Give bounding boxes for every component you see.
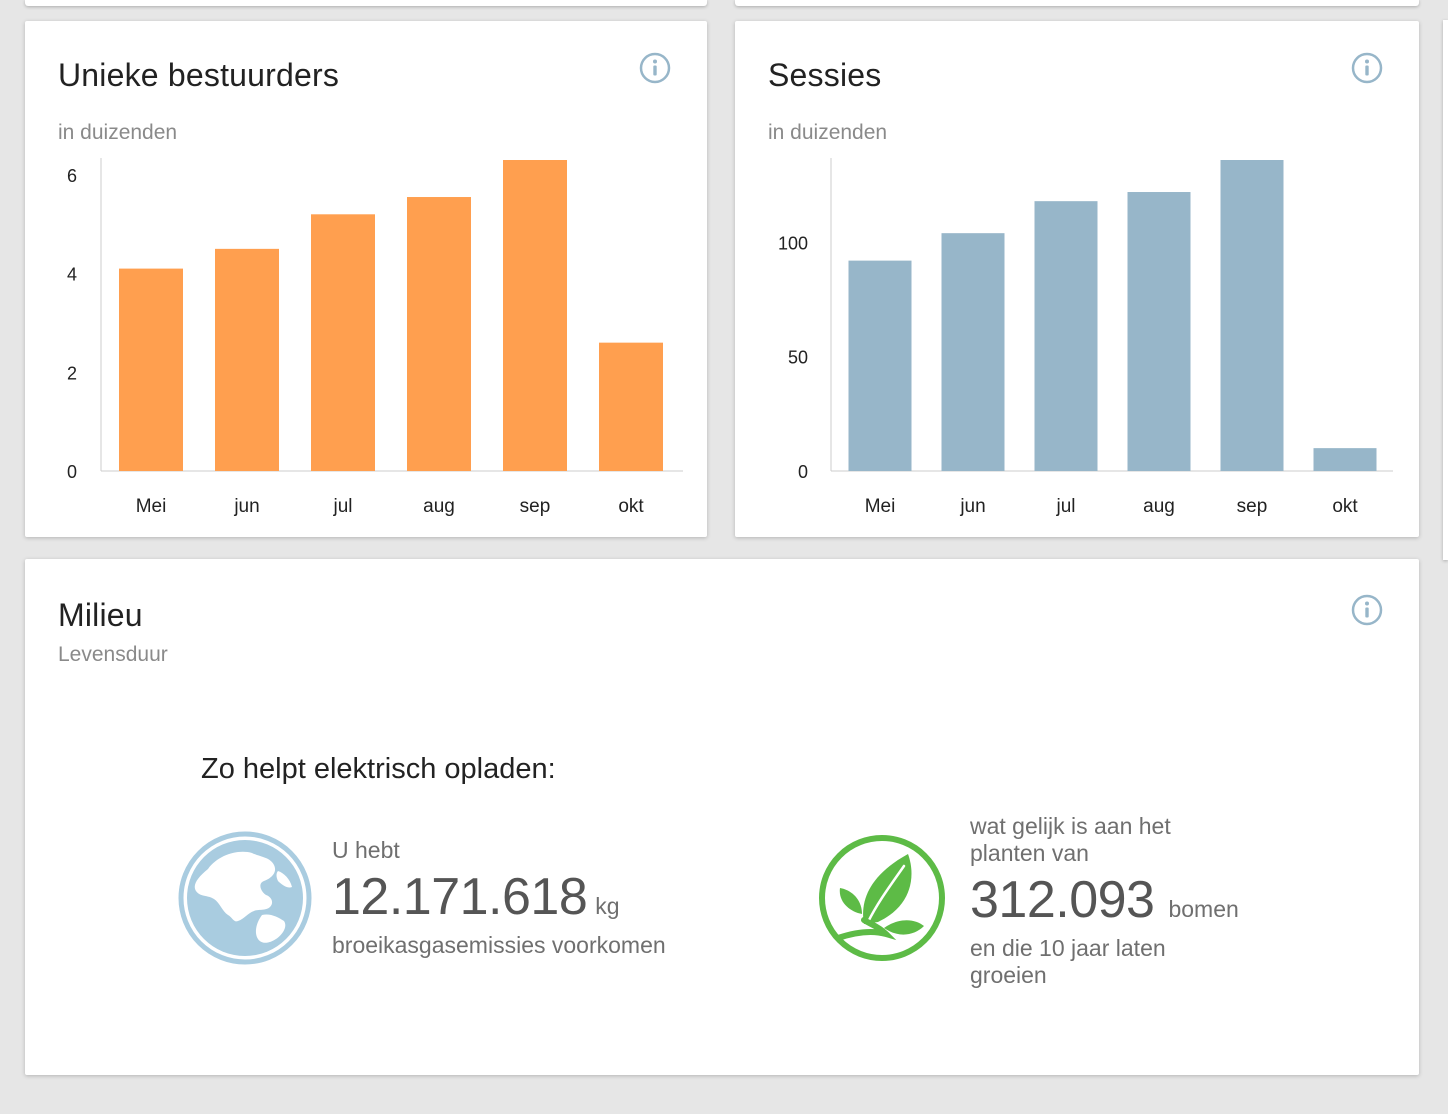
environment-card-title: Milieu (58, 597, 143, 633)
trees-unit: bomen (1168, 896, 1239, 922)
bar-okt (599, 342, 663, 471)
bar-jun (941, 233, 1005, 471)
sessions-card-title: Sessies (768, 57, 882, 93)
info-circle-icon[interactable] (1351, 594, 1383, 626)
sessions-bar-chart: 0 50 100 Mei jun jul aug sep okt (778, 158, 1393, 517)
drivers-card: Unieke bestuurders in duizenden 0 2 4 6 Mei j… (25, 21, 707, 537)
card-above-far-right (1443, 20, 1448, 560)
sessions-card-subtitle: in duizenden (768, 121, 888, 144)
globe-icon (178, 831, 312, 965)
y-tick-label: 6 (67, 166, 77, 186)
info-circle-icon[interactable] (639, 52, 671, 84)
bar-sep (1220, 160, 1284, 471)
bar-aug (1127, 192, 1191, 471)
bar-jun (215, 248, 279, 471)
x-tick-label: aug (423, 496, 455, 517)
emissions-prefix: U hebt (332, 837, 400, 863)
x-tick-label: jul (1055, 496, 1075, 517)
card-above-right (735, 0, 1419, 6)
x-tick-label: Mei (865, 496, 896, 517)
bar-sep (503, 160, 567, 471)
drivers-card-subtitle: in duizenden (58, 121, 178, 144)
sessions-card: Sessies in duizenden 0 50 100 Mei jun jul aug s… (735, 21, 1419, 537)
environment-card: Milieu Levensduur Zo helpt elektrisch op… (25, 559, 1419, 1075)
info-circle-icon[interactable] (1351, 52, 1383, 84)
drivers-bar-chart: 0 2 4 6 Mei jun jul aug sep okt (67, 158, 683, 517)
y-tick-label: 2 (67, 363, 77, 383)
leaf-icon (819, 835, 945, 961)
y-tick-label: 4 (67, 265, 77, 285)
y-tick-label: 0 (798, 462, 808, 482)
environment-heading: Zo helpt elektrisch opladen: (201, 753, 556, 785)
bar-jul (311, 214, 375, 472)
x-tick-label: jul (332, 496, 352, 517)
card-above-left (25, 0, 707, 6)
bar-jul (1034, 201, 1098, 472)
x-tick-label: sep (520, 496, 551, 517)
y-tick-label: 100 (778, 233, 808, 253)
y-tick-label: 50 (788, 348, 808, 368)
x-tick-label: Mei (136, 496, 167, 517)
emissions-block: U hebt 12.171.618 kg broeikasgasemissies … (332, 837, 666, 959)
drivers-card-title: Unieke bestuurders (58, 57, 340, 93)
trees-value: 312.093 (970, 871, 1155, 929)
x-tick-label: sep (1237, 496, 1268, 517)
trees-prefix-line1: wat gelijk is aan het (970, 813, 1171, 839)
x-tick-label: jun (233, 496, 259, 517)
trees-suffix-line1: en die 10 jaar laten (970, 935, 1166, 961)
y-tick-label: 0 (67, 462, 77, 482)
x-tick-label: aug (1143, 496, 1175, 517)
bar-aug (407, 197, 471, 471)
bar-mei (119, 268, 183, 471)
emissions-suffix: broeikasgasemissies voorkomen (332, 932, 666, 958)
trees-block: wat gelijk is aan het planten van 312.09… (970, 813, 1239, 989)
bar-mei (848, 260, 912, 471)
x-tick-label: jun (959, 496, 985, 517)
emissions-value: 12.171.618 (332, 868, 588, 926)
x-tick-label: okt (1332, 496, 1358, 517)
emissions-unit: kg (595, 893, 620, 919)
trees-suffix-line2: groeien (970, 962, 1047, 988)
environment-card-subtitle: Levensduur (58, 643, 168, 666)
bar-okt (1313, 448, 1377, 471)
x-tick-label: okt (618, 496, 644, 517)
trees-prefix-line2: planten van (970, 840, 1089, 866)
